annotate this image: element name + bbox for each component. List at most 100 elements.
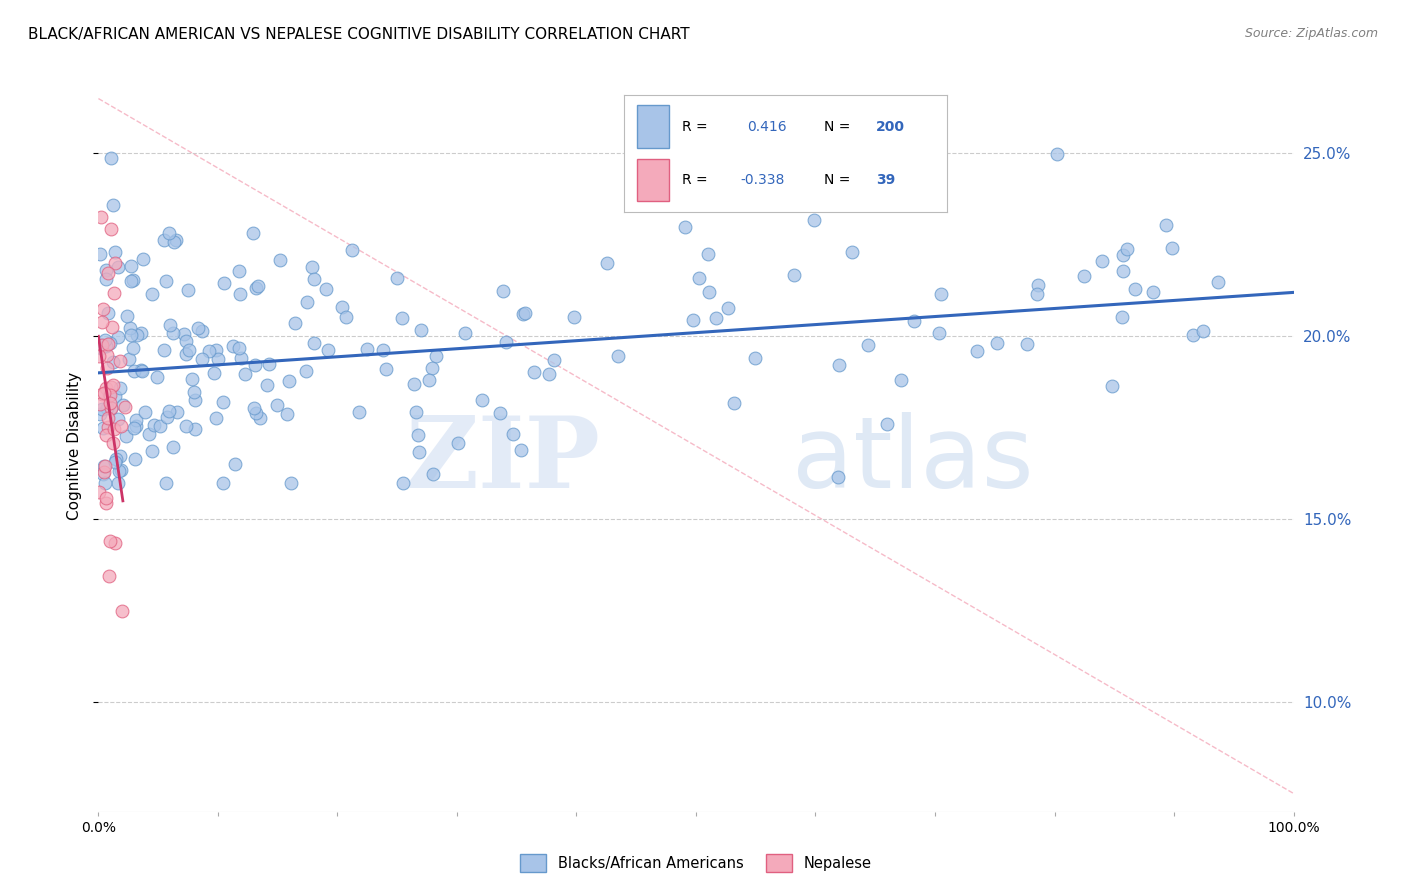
Point <box>688 271 710 285</box>
Point <box>1026 286 1049 301</box>
Point <box>173 327 195 342</box>
Point <box>409 323 432 337</box>
Point <box>177 283 200 297</box>
Point <box>125 419 148 434</box>
Point <box>405 404 427 418</box>
Point <box>184 392 207 407</box>
Point <box>120 259 142 273</box>
Point <box>97 306 120 320</box>
Point <box>89 246 111 260</box>
Point <box>162 441 184 455</box>
Point <box>447 436 470 450</box>
Point <box>330 300 353 314</box>
Point <box>375 362 398 376</box>
Point <box>697 285 720 300</box>
Point <box>145 370 167 384</box>
Point <box>105 451 128 466</box>
Point <box>177 343 200 358</box>
Point <box>98 569 121 583</box>
Point <box>184 422 207 436</box>
Point <box>101 378 124 392</box>
Point <box>316 343 339 358</box>
Point <box>1111 310 1133 325</box>
Point <box>98 386 121 401</box>
Point <box>606 349 628 363</box>
Point <box>931 287 953 301</box>
Point <box>249 411 271 425</box>
Point <box>108 464 131 478</box>
Point <box>108 354 131 368</box>
Point <box>104 245 127 260</box>
Point <box>1112 264 1135 278</box>
Point <box>371 343 394 358</box>
Point <box>228 341 250 355</box>
Point <box>723 395 745 409</box>
Point <box>247 279 270 293</box>
Point <box>110 462 132 476</box>
Point <box>229 286 252 301</box>
Point <box>1073 269 1095 284</box>
Point <box>94 339 117 353</box>
Point <box>110 418 132 433</box>
Point <box>1101 378 1123 392</box>
Point <box>94 381 117 395</box>
Point <box>152 343 174 357</box>
Point <box>228 264 250 278</box>
Point <box>276 408 298 422</box>
Point <box>89 407 111 421</box>
Point <box>180 372 202 386</box>
Point <box>100 401 122 415</box>
Point <box>543 352 565 367</box>
Point <box>235 367 257 381</box>
Point <box>1182 328 1205 343</box>
Point <box>510 442 533 457</box>
Point <box>93 385 115 400</box>
Point <box>174 334 197 348</box>
Point <box>425 349 447 363</box>
Point <box>91 467 114 482</box>
Point <box>202 367 225 381</box>
Point <box>100 380 122 394</box>
Point <box>93 334 115 348</box>
Point <box>682 313 704 327</box>
Point <box>91 337 114 351</box>
Point <box>98 335 121 350</box>
Point <box>596 256 619 270</box>
Point <box>103 286 125 301</box>
Point <box>214 277 236 291</box>
Point <box>115 309 138 323</box>
Point <box>562 310 585 324</box>
Point <box>295 295 318 310</box>
Point <box>224 457 246 471</box>
Point <box>174 347 197 361</box>
Point <box>523 365 546 379</box>
Point <box>717 301 740 315</box>
Point <box>96 360 118 375</box>
Point <box>928 326 950 341</box>
Point <box>104 536 127 550</box>
Point <box>229 351 252 365</box>
Point <box>108 381 131 395</box>
Point <box>207 352 229 367</box>
Point <box>1026 278 1049 293</box>
Point <box>277 374 299 388</box>
Point <box>93 465 115 479</box>
Point <box>301 260 323 274</box>
Text: BLACK/AFRICAN AMERICAN VS NEPALESE COGNITIVE DISABILITY CORRELATION CHART: BLACK/AFRICAN AMERICAN VS NEPALESE COGNI… <box>28 27 690 42</box>
Point <box>295 364 318 378</box>
Point <box>156 409 179 424</box>
Point <box>302 272 325 286</box>
Point <box>96 496 118 510</box>
Point <box>392 475 415 490</box>
Point <box>841 245 863 260</box>
Point <box>704 310 727 325</box>
Point <box>408 427 430 442</box>
Point <box>408 445 430 459</box>
Point <box>120 328 142 343</box>
Point <box>673 220 696 235</box>
Point <box>856 338 879 352</box>
Point <box>155 475 177 490</box>
Point <box>91 421 114 435</box>
Point <box>120 274 142 288</box>
Point <box>165 233 187 247</box>
